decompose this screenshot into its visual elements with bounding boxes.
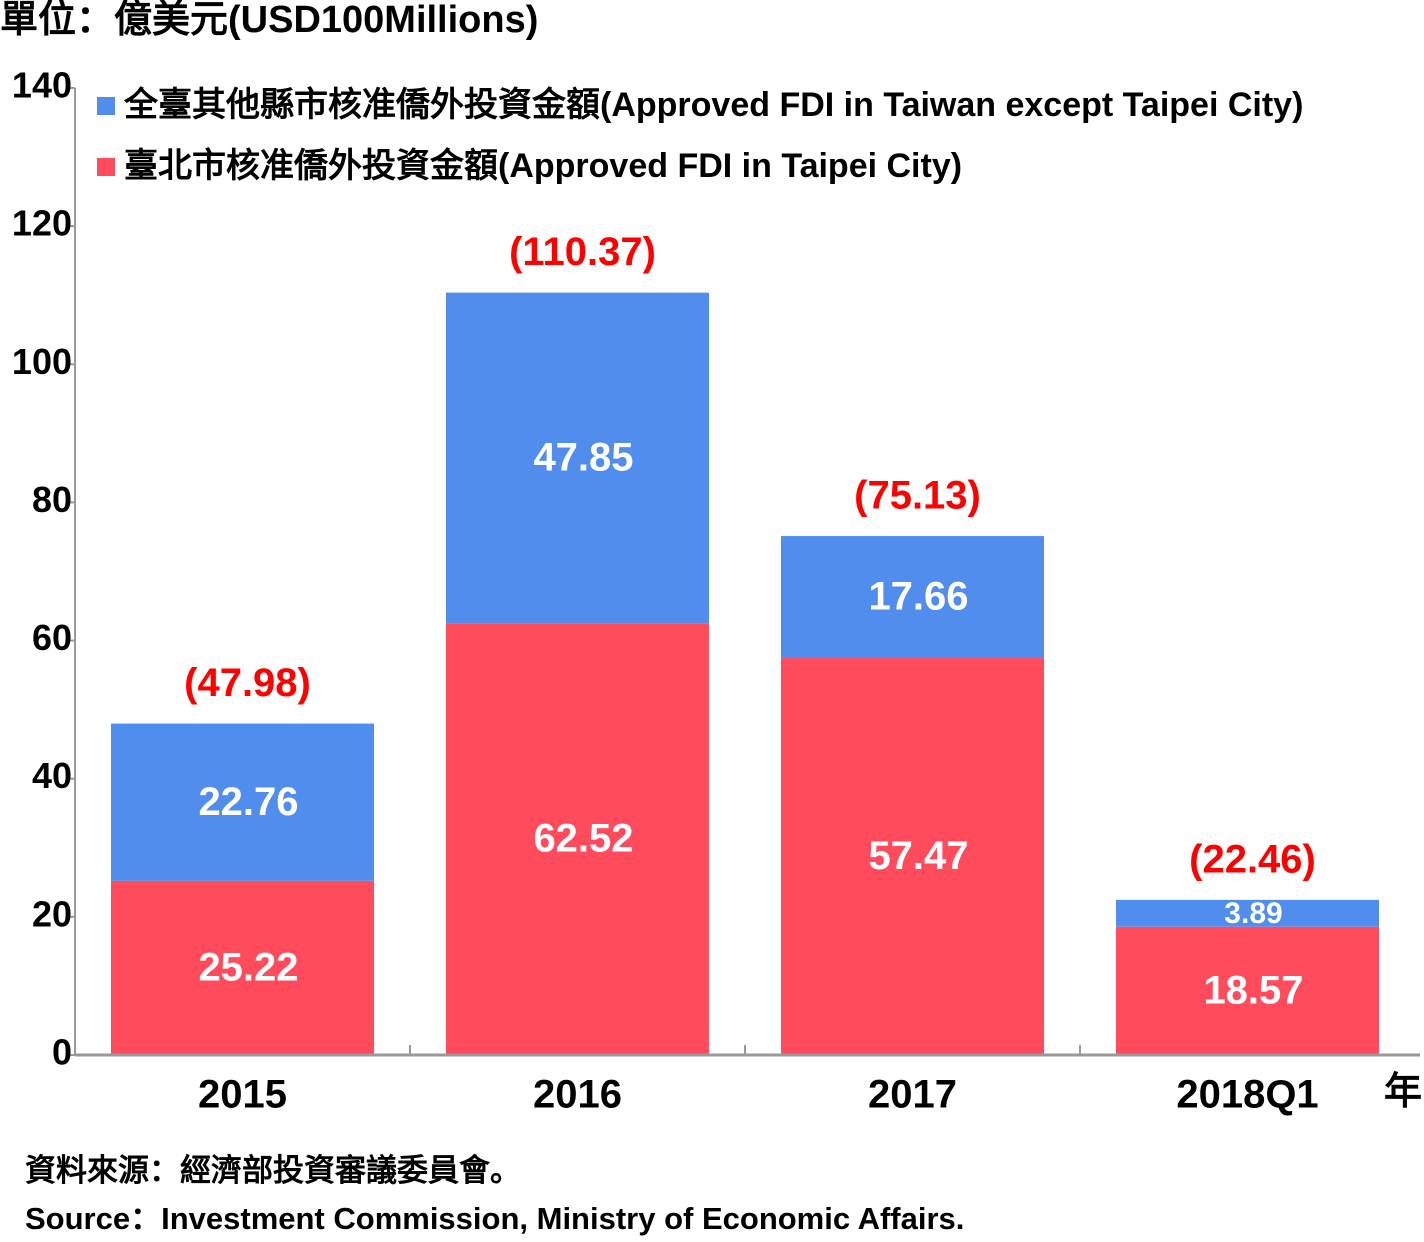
total-label: (110.37) — [509, 230, 656, 274]
value-label: 57.47 — [868, 834, 968, 878]
bar-segment — [111, 723, 374, 881]
value-label: 22.76 — [198, 780, 298, 824]
x-tick-label: 2016 — [533, 1073, 622, 1117]
bar-segment — [446, 292, 709, 624]
total-label: (75.13) — [854, 474, 981, 518]
bar-segment — [781, 536, 1044, 659]
bar-segment — [781, 658, 1044, 1055]
legend-label: 全臺其他縣市核准僑外投資金額(Approved FDI in Taiwan ex… — [123, 85, 1303, 124]
y-tick-label: 80 — [32, 479, 72, 520]
legend-label: 臺北市核准僑外投資金額(Approved FDI in Taipei City) — [124, 146, 962, 185]
bar-segment — [446, 623, 709, 1055]
y-tick-label: 40 — [32, 755, 72, 796]
x-tick-label: 2015 — [198, 1073, 287, 1117]
value-label: 17.66 — [868, 575, 968, 619]
legend-swatch — [97, 97, 115, 115]
legend-swatch — [97, 158, 115, 176]
bar-segment — [1116, 926, 1379, 1055]
y-tick-label: 140 — [12, 65, 72, 106]
x-tick-label: 2017 — [868, 1073, 957, 1117]
y-tick-label: 100 — [12, 341, 72, 382]
x-unit: 年 — [1384, 1071, 1422, 1113]
source-en: Source：Investment Commission, Ministry o… — [25, 1201, 964, 1236]
y-tick-label: 20 — [32, 893, 72, 934]
y-tick-label: 0 — [52, 1032, 72, 1073]
total-label: (47.98) — [184, 661, 311, 705]
value-label: 3.89 — [1224, 897, 1282, 930]
chart-title: 單位：億美元(USD100Millions) — [0, 0, 538, 41]
bar-segment — [111, 880, 374, 1055]
value-label: 62.52 — [533, 817, 633, 861]
value-label: 47.85 — [533, 435, 633, 479]
y-tick-label: 120 — [12, 203, 72, 244]
x-tick-label: 2018Q1 — [1176, 1073, 1318, 1117]
source-zh: 資料來源：經濟部投資審議委員會。 — [25, 1153, 521, 1188]
y-tick-label: 60 — [32, 617, 72, 658]
value-label: 18.57 — [1203, 968, 1303, 1012]
total-label: (22.46) — [1189, 837, 1316, 881]
bar-segment — [1116, 899, 1379, 927]
value-label: 25.22 — [198, 945, 298, 989]
